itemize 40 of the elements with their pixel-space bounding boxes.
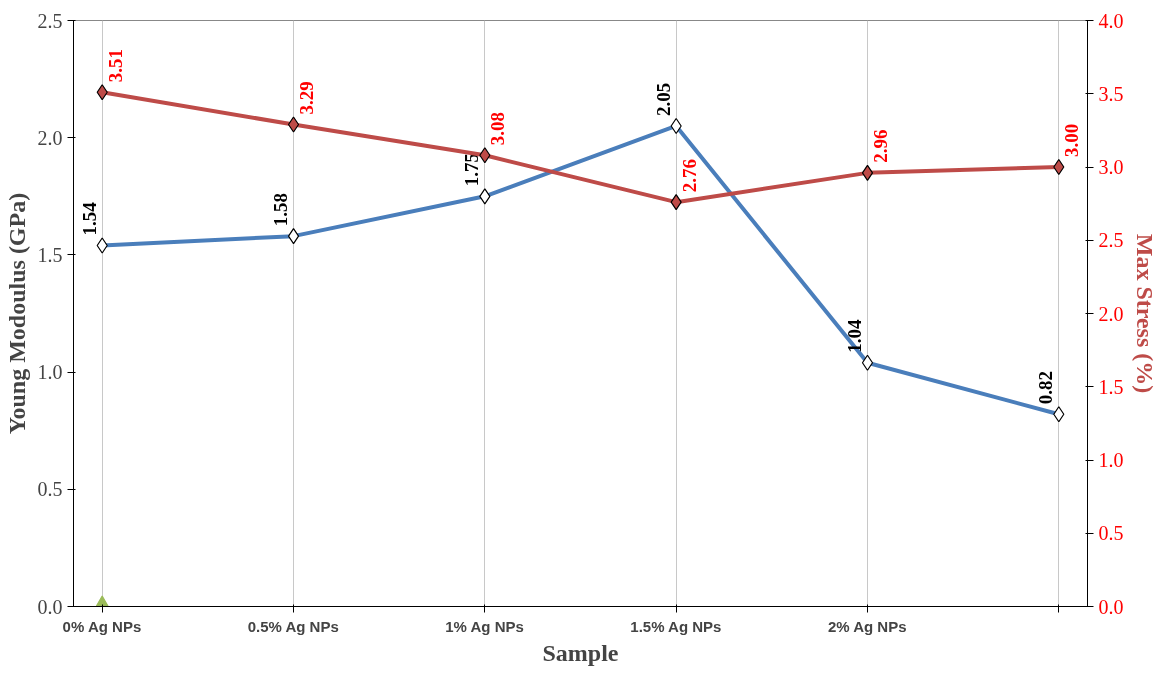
data-label: 1.58 [270,192,292,227]
data-label: 3.00 [1061,123,1083,157]
y-axis-title: Young Modoulus (GPa) [3,192,30,435]
data-label: 2.96 [869,129,891,163]
data-label: 3.51 [104,49,126,83]
data-label: 0.82 [1035,371,1057,405]
point [96,84,108,101]
y2-axis-title: Max Stress (%) [1131,233,1158,394]
y2-tick-label: 3.0 [1098,156,1124,178]
y2-tick-label: 0.0 [1098,595,1124,618]
x-tick-label: 1% Ag NPs [445,617,524,635]
y-tick-label: 0.5 [37,478,63,501]
y2-tick-label: 1.0 [1098,449,1124,471]
point [479,147,491,164]
y-tick-label: 2.5 [37,9,63,32]
data-label: 2.76 [678,158,700,193]
data-label: 1.04 [843,318,865,353]
point [287,116,300,133]
data-label: 1.75 [461,153,483,187]
y2-tick-label: 1.5 [1098,375,1124,398]
x-tick-label: 1.5% Ag NPs [630,617,722,635]
x-tick-label: 2% Ag NPs [827,617,907,635]
x-tick-label: 0.5% Ag NPs [247,617,339,635]
y-tick-label: 2.0 [37,126,63,149]
y2-tick-label: 0.5 [1098,522,1124,545]
x-axis-title: Sample [542,639,619,666]
y-tick-label: 0.0 [37,595,63,618]
data-label: 1.54 [78,201,100,236]
data-label: 2.05 [652,82,674,116]
y2-tick-label: 3.5 [1098,82,1124,105]
point [861,164,874,181]
data-label: 3.29 [296,81,318,115]
data-label: 3.08 [487,112,509,146]
y2-tick-label: 4.0 [1098,9,1124,32]
y-tick-label: 1.0 [37,361,63,384]
point [670,194,682,211]
y-tick-label: 1.5 [37,243,63,266]
x-tick-label: 0% Ag NPs [62,617,142,635]
y2-tick-label: 2.5 [1098,229,1124,252]
y2-tick-label: 2.0 [1098,302,1124,325]
